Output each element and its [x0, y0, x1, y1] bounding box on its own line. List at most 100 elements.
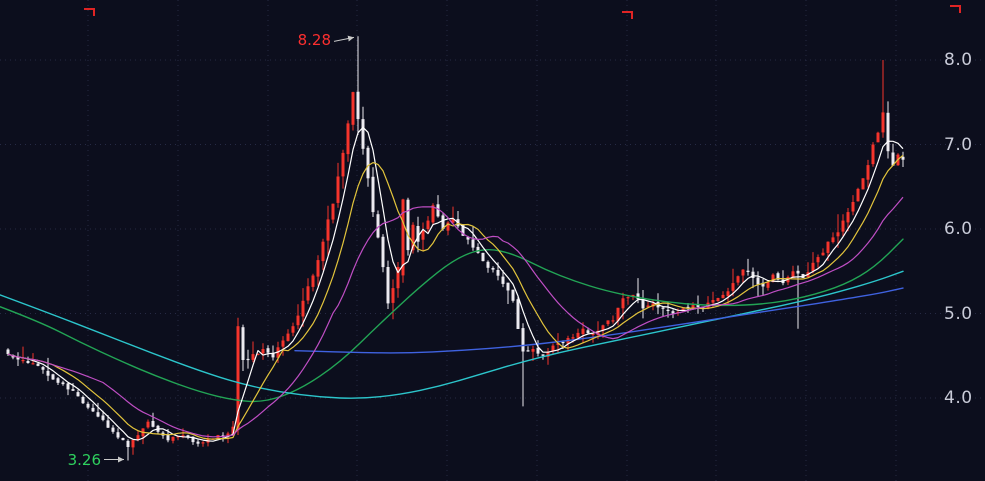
candle-body — [581, 328, 585, 335]
period-marker-icon — [950, 5, 961, 13]
candle-body — [186, 435, 190, 438]
candle-body — [671, 311, 675, 314]
candle-body — [541, 354, 545, 356]
candle-body — [131, 440, 135, 448]
candle-body — [826, 241, 830, 253]
candle-body — [136, 435, 140, 440]
candles — [6, 36, 905, 461]
candle-body — [446, 222, 450, 231]
candle-body — [506, 282, 510, 291]
candle-body — [421, 230, 425, 240]
candle-body — [471, 239, 475, 248]
candle-body — [641, 299, 645, 309]
candle-body — [301, 300, 305, 317]
ma-line-ma5 — [7, 126, 904, 442]
candle-body — [716, 298, 720, 301]
y-axis-label: 6.0 — [944, 219, 973, 239]
candle-body — [101, 415, 105, 420]
candle-body — [171, 436, 175, 441]
candle-body — [126, 440, 130, 447]
y-axis-label: 5.0 — [944, 303, 973, 324]
candle-body — [341, 152, 345, 177]
candle-body — [856, 188, 860, 202]
candle-body — [21, 360, 25, 362]
candle-body — [151, 421, 155, 427]
candle-body — [536, 347, 540, 354]
candle-body — [846, 212, 850, 223]
candle-body — [841, 220, 845, 232]
candle-body — [51, 374, 55, 380]
candle-body — [201, 442, 205, 444]
candle-body — [546, 351, 550, 357]
candle-body — [611, 320, 615, 322]
candle-body — [321, 241, 325, 262]
candle-body — [796, 270, 800, 274]
candle-body — [306, 286, 310, 301]
candle-body — [891, 152, 895, 166]
candle-body — [466, 237, 470, 240]
candle-body — [591, 333, 595, 335]
candle-body — [106, 420, 110, 428]
candle-body — [661, 307, 665, 309]
candle-body — [621, 298, 625, 309]
candle-body — [236, 326, 240, 431]
ma-line-ma10 — [7, 154, 904, 440]
candle-body — [736, 276, 740, 283]
candle-body — [66, 383, 70, 390]
candle-body — [316, 260, 320, 277]
candle-body — [731, 283, 735, 291]
candle-body — [336, 176, 340, 203]
candle-body — [291, 326, 295, 333]
candle-body — [331, 203, 335, 220]
candle-body — [116, 432, 120, 438]
candle-body — [146, 421, 150, 428]
candle-body — [271, 353, 275, 358]
candle-body — [226, 433, 230, 436]
candle-body — [901, 156, 905, 160]
candle-body — [551, 345, 555, 351]
candle-body — [761, 282, 765, 287]
candle-body — [81, 397, 85, 404]
candle-body — [16, 356, 20, 360]
candle-body — [486, 261, 490, 268]
candle-body — [836, 232, 840, 237]
candle-body — [241, 327, 245, 360]
candle-body — [296, 315, 300, 326]
candle-body — [811, 262, 815, 272]
ma-line-ma250 — [294, 287, 904, 354]
candle-body — [886, 112, 890, 152]
period-marker-icon — [622, 11, 633, 19]
candle-body — [311, 275, 315, 287]
candle-body — [491, 268, 495, 270]
candle-body — [646, 305, 650, 308]
high-price-annotation: 8.28 — [297, 31, 331, 50]
candle-body — [441, 215, 445, 229]
candle-body — [741, 269, 745, 276]
candle-body — [176, 436, 180, 438]
candle-body — [261, 349, 265, 354]
y-axis-label: 4.0 — [944, 388, 973, 408]
candle-body — [461, 224, 465, 236]
candle-body — [696, 304, 700, 307]
candle-body — [821, 252, 825, 256]
candle-body — [426, 220, 430, 230]
high-annotation-arrow — [333, 35, 355, 42]
candle-body — [326, 219, 330, 241]
candle-body — [371, 176, 375, 213]
candle-body — [726, 291, 730, 297]
candle-body — [351, 92, 355, 125]
candle-body — [601, 325, 605, 331]
candle-body — [881, 112, 885, 133]
candle-body — [451, 218, 455, 223]
candle-body — [61, 382, 65, 385]
candle-body — [871, 144, 875, 165]
candle-body — [71, 389, 75, 391]
candle-body — [376, 214, 380, 238]
candle-body — [346, 123, 350, 155]
candle-body — [831, 237, 835, 243]
candle-body — [686, 306, 690, 308]
candle-body — [501, 276, 505, 284]
candle-body — [121, 438, 125, 441]
